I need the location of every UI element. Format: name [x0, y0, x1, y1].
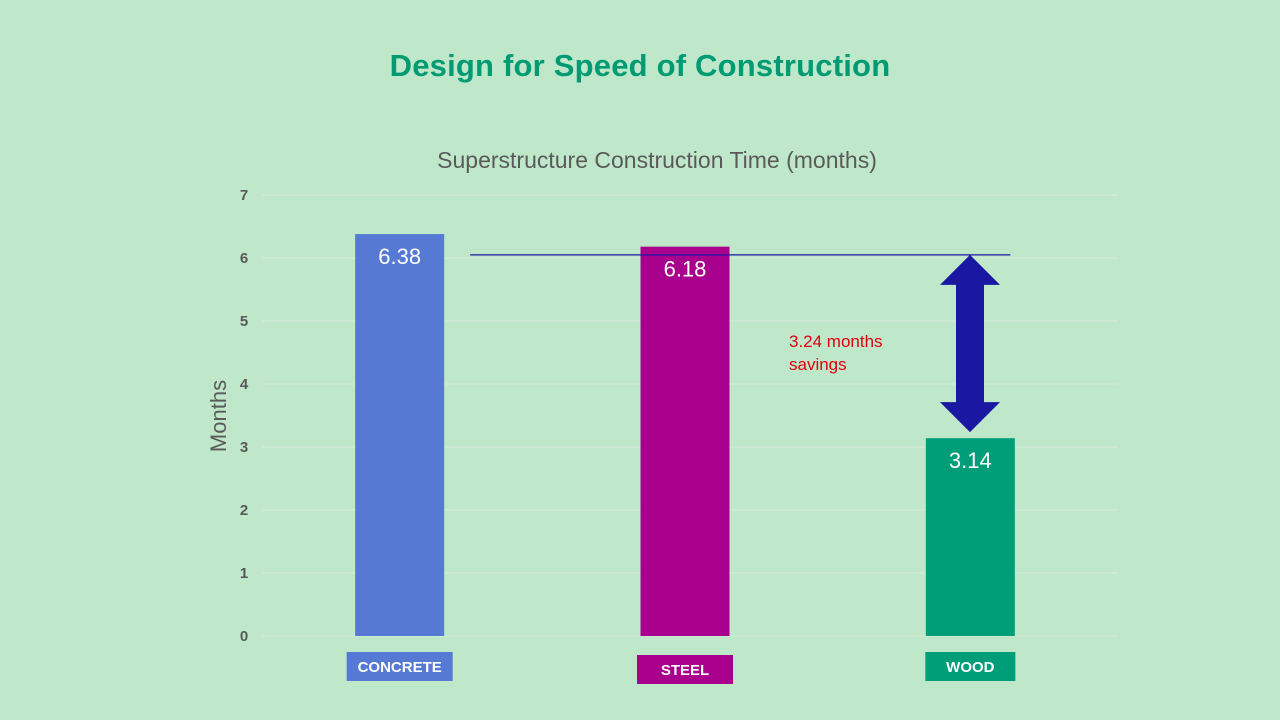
category-label: STEEL [661, 662, 709, 679]
data-label: 6.38 [378, 244, 421, 269]
y-axis-title: Months [206, 380, 231, 452]
category-label: CONCRETE [358, 659, 442, 676]
category-label: WOOD [946, 659, 994, 676]
y-tick-label: 7 [240, 187, 248, 204]
data-label: 6.18 [664, 257, 707, 282]
y-tick-label: 5 [240, 313, 248, 330]
data-label: 3.14 [949, 448, 992, 473]
savings-double-arrow [940, 254, 1000, 433]
slide-title: Design for Speed of Construction [389, 48, 891, 83]
y-tick-label: 1 [240, 565, 248, 582]
category-badge [346, 652, 453, 681]
y-tick-label: 2 [240, 502, 248, 519]
y-tick-label: 6 [240, 250, 248, 267]
y-tick-label: 3 [240, 439, 248, 456]
bar-steel [640, 246, 730, 636]
bar-concrete [355, 234, 445, 636]
category-badge [925, 652, 1016, 681]
chart-title: Superstructure Construction Time (months… [437, 147, 877, 173]
savings-annotation: savings [789, 355, 847, 374]
y-tick-label: 0 [240, 628, 248, 645]
bar-wood [925, 438, 1015, 636]
category-badge [637, 655, 733, 684]
savings-annotation: 3.24 months [789, 332, 883, 351]
y-tick-label: 4 [240, 376, 249, 393]
